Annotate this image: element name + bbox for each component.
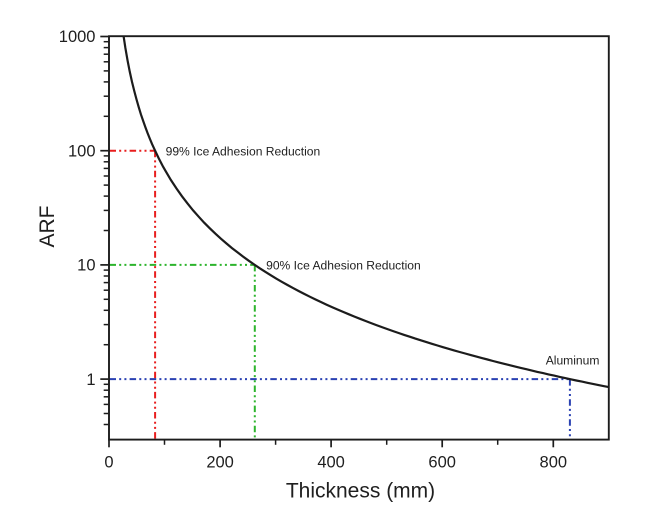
svg-text:10: 10 [77, 257, 95, 275]
svg-text:Thickness (mm): Thickness (mm) [286, 480, 435, 503]
svg-text:99% Ice Adhesion Reduction: 99% Ice Adhesion Reduction [166, 144, 321, 158]
svg-text:1: 1 [86, 371, 95, 389]
svg-text:400: 400 [317, 454, 345, 472]
svg-text:200: 200 [206, 454, 234, 472]
svg-text:100: 100 [68, 142, 96, 160]
svg-text:600: 600 [428, 454, 456, 472]
svg-text:90% Ice Adhesion Reduction: 90% Ice Adhesion Reduction [266, 259, 421, 273]
svg-text:ARF: ARF [36, 206, 59, 248]
svg-text:1000: 1000 [59, 28, 96, 46]
svg-text:Aluminum: Aluminum [546, 353, 600, 367]
svg-text:800: 800 [540, 454, 568, 472]
svg-text:0: 0 [104, 454, 113, 472]
